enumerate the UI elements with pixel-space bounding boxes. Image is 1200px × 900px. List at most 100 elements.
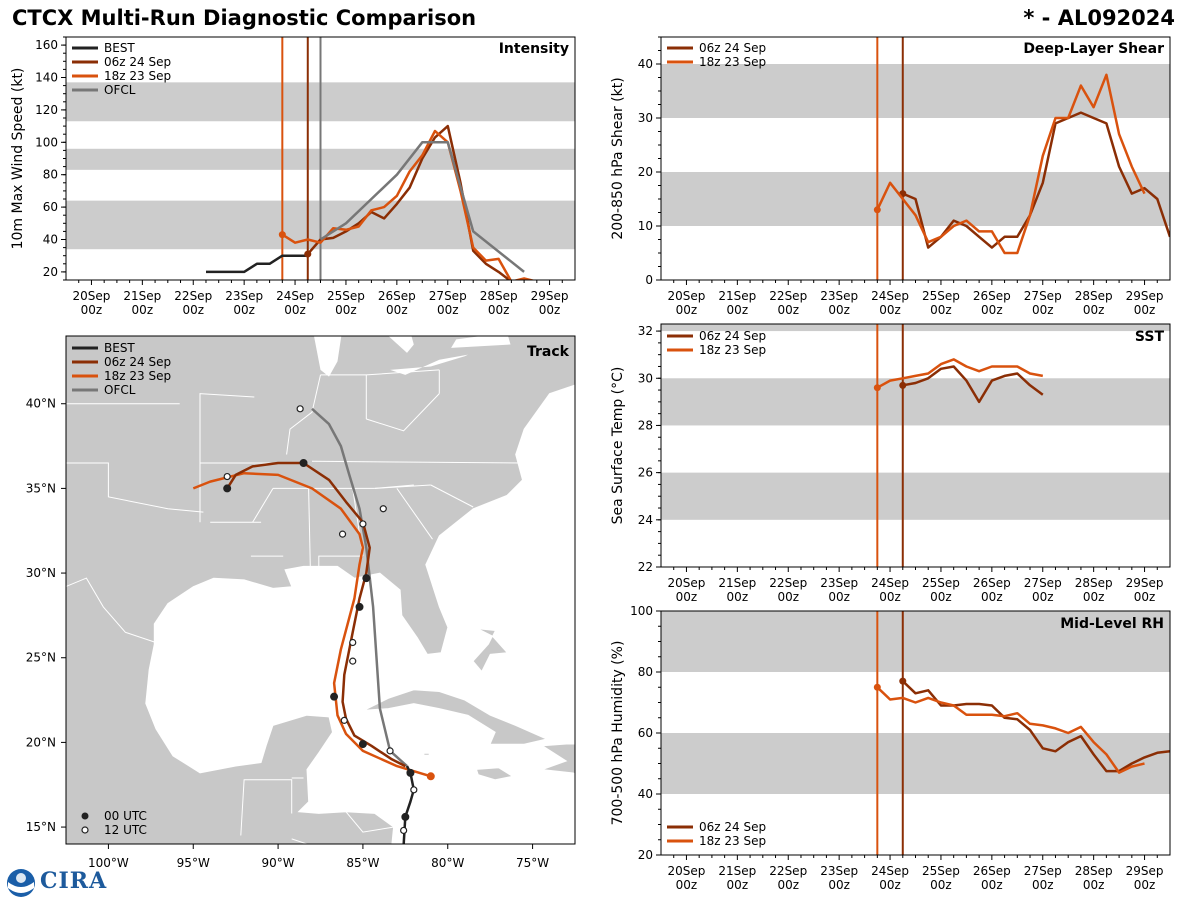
- x-tick-label: 22Sep: [769, 864, 807, 878]
- border-line: [291, 838, 309, 844]
- series-line-18z-23-sep: [876, 358, 1044, 389]
- x-tick-label: 00z: [777, 878, 799, 892]
- y-tick-label: 30: [638, 111, 653, 125]
- x-tick-label: 00z: [81, 303, 103, 317]
- panel-title: Mid-Level RH: [1060, 616, 1164, 632]
- rh-chart: 2040608010020Sep00z21Sep00z22Sep00z23Sep…: [610, 605, 1171, 892]
- legend-label: 18z 23 Sep: [699, 55, 766, 69]
- panel-title: Track: [527, 344, 570, 360]
- series-line-18z-23-sep: [876, 686, 1145, 774]
- page-title: CTCX Multi-Run Diagnostic Comparison: [12, 6, 477, 30]
- x-tick-label: 25Sep: [922, 289, 960, 303]
- series-line-best: [206, 254, 308, 274]
- x-tick-label: 27Sep: [1024, 576, 1062, 590]
- x-tick-label: 00z: [879, 878, 901, 892]
- x-tick-label: 00z: [676, 878, 698, 892]
- marker-12utc: [400, 826, 408, 835]
- y-axis-label: 200-850 hPa Shear (kt): [610, 77, 626, 239]
- start-point: [873, 384, 881, 392]
- legend-label: 06z 24 Sep: [104, 355, 171, 369]
- marker-legend-label: 12 UTC: [104, 823, 147, 837]
- band-2: [661, 324, 1170, 332]
- great-lake-1: [313, 336, 342, 377]
- y-tick-label: 35°N: [26, 481, 56, 495]
- y-tick-label: 25°N: [26, 651, 56, 665]
- x-tick-label: 20Sep: [668, 864, 706, 878]
- x-tick-label: 23Sep: [820, 576, 858, 590]
- x-tick-label: 27Sep: [1024, 864, 1062, 878]
- legend-label: BEST: [104, 341, 135, 355]
- y-tick-label: 80: [43, 168, 58, 182]
- series-line-06z-24-sep: [306, 124, 512, 280]
- x-tick-label: 00z: [777, 303, 799, 317]
- x-tick-label: 00z: [777, 590, 799, 604]
- marker-12utc: [386, 747, 394, 755]
- x-tick-label: 25Sep: [327, 289, 365, 303]
- legend-label: 18z 23 Sep: [104, 69, 171, 83]
- x-tick-label: 00z: [335, 303, 357, 317]
- x-tick-label: 00z: [930, 303, 952, 317]
- x-tick-label: 21Sep: [718, 576, 756, 590]
- y-axis-label: 700-500 hPa Humidity (%): [610, 641, 626, 826]
- x-tick-label: 00z: [879, 303, 901, 317]
- legend-label: OFCL: [104, 383, 136, 397]
- x-tick-label: 28Sep: [1075, 864, 1113, 878]
- x-tick-label: 23Sep: [225, 289, 263, 303]
- x-tick-label: 28Sep: [480, 289, 518, 303]
- x-tick-label: 24Sep: [871, 289, 909, 303]
- x-tick-label: 00z: [437, 303, 459, 317]
- legend-label: 06z 24 Sep: [104, 55, 171, 69]
- landmass-hispaniola: [541, 743, 575, 775]
- x-tick-label: 00z: [676, 303, 698, 317]
- x-tick-label: 00z: [1134, 303, 1156, 317]
- x-tick-label: 00z: [132, 303, 154, 317]
- border-line: [396, 488, 433, 540]
- x-tick-label: 00z: [488, 303, 510, 317]
- border-line: [240, 779, 293, 836]
- x-tick-label: 75°W: [516, 856, 549, 870]
- x-tick-label: 95°W: [177, 856, 210, 870]
- x-tick-label: 27Sep: [429, 289, 467, 303]
- band-1: [661, 64, 1170, 118]
- marker-00utc: [401, 812, 410, 821]
- intensity-chart: 2040608010012014016020Sep00z21Sep00z22Se…: [10, 36, 576, 317]
- panel-title: SST: [1135, 329, 1165, 345]
- x-tick-label: 00z: [1083, 590, 1105, 604]
- great-lake-4: [451, 336, 511, 348]
- x-tick-label: 00z: [386, 303, 408, 317]
- x-tick-label: 22Sep: [769, 576, 807, 590]
- sst-chart: 22242628303220Sep00z21Sep00z22Sep00z23Se…: [610, 323, 1171, 604]
- legend-label: 06z 24 Sep: [699, 329, 766, 343]
- shear-chart: 01020304020Sep00z21Sep00z22Sep00z23Sep00…: [610, 36, 1171, 317]
- x-tick-label: 24Sep: [871, 864, 909, 878]
- border-line: [318, 555, 363, 567]
- great-lake-2: [388, 336, 414, 353]
- landmass-jamaica: [476, 767, 514, 781]
- x-tick-label: 00z: [1032, 878, 1054, 892]
- x-tick-label: 00z: [1134, 878, 1156, 892]
- marker-00utc: [223, 484, 232, 493]
- x-tick-label: 29Sep: [531, 289, 569, 303]
- start-point: [873, 206, 881, 214]
- track-line-ofcl: [311, 407, 408, 768]
- marker-12utc: [349, 657, 357, 665]
- marker-00utc: [330, 692, 339, 701]
- series-line-06z-24-sep: [901, 680, 1170, 773]
- border-line: [308, 488, 311, 567]
- marker-legend-00utc: [81, 812, 89, 820]
- y-tick-label: 24: [638, 513, 653, 527]
- x-tick-label: 00z: [930, 878, 952, 892]
- legend-label: 18z 23 Sep: [104, 369, 171, 383]
- marker-12utc: [410, 786, 418, 794]
- x-tick-label: 00z: [1083, 303, 1105, 317]
- x-tick-label: 25Sep: [922, 864, 960, 878]
- marker-00utc: [406, 768, 415, 777]
- y-tick-label: 60: [638, 726, 653, 740]
- y-tick-label: 140: [35, 71, 58, 85]
- x-tick-label: 28Sep: [1075, 289, 1113, 303]
- band-1: [661, 378, 1170, 426]
- x-tick-label: 80°W: [431, 856, 464, 870]
- x-tick-label: 100°W: [88, 856, 129, 870]
